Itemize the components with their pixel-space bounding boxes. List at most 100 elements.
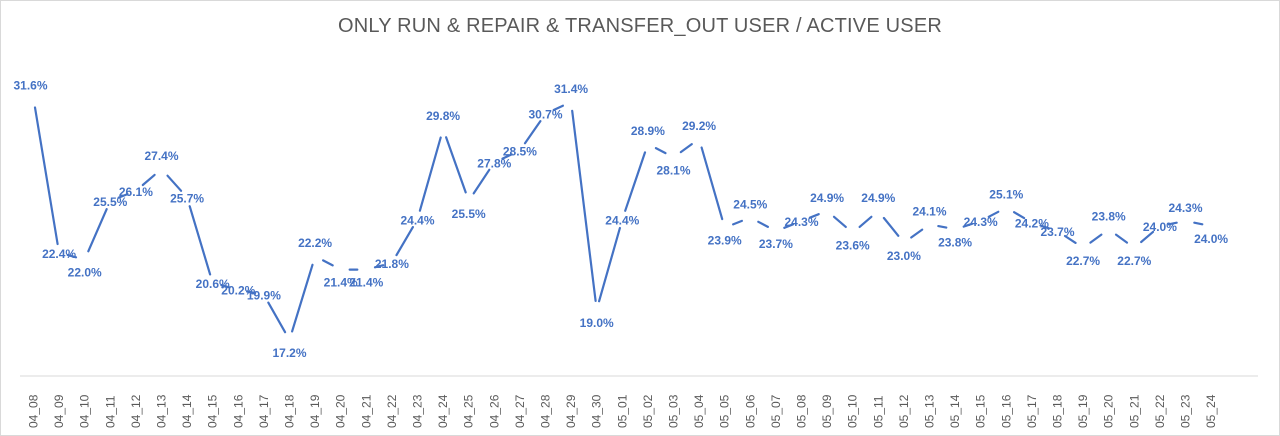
data-label: 28.5% bbox=[503, 145, 537, 159]
series-line-segment bbox=[1167, 221, 1178, 226]
data-label: 22.2% bbox=[298, 236, 332, 250]
data-label: 17.2% bbox=[272, 346, 306, 360]
data-label: 25.7% bbox=[170, 192, 204, 206]
data-label: 24.3% bbox=[964, 215, 998, 229]
series-line-segment bbox=[1063, 234, 1077, 244]
data-label: 31.4% bbox=[554, 82, 588, 96]
data-label: 24.3% bbox=[1168, 201, 1202, 215]
series-line-segment bbox=[757, 220, 770, 228]
data-label: 25.1% bbox=[989, 188, 1023, 202]
x-tick-label: 05_05 bbox=[718, 394, 732, 428]
x-tick-label: 05_11 bbox=[871, 395, 885, 428]
data-label: 23.9% bbox=[708, 234, 742, 248]
x-tick-label: 05_07 bbox=[769, 394, 783, 428]
x-tick-label: 05_18 bbox=[1051, 394, 1065, 428]
data-label: 26.1% bbox=[119, 185, 153, 199]
x-tick-label: 05_10 bbox=[846, 394, 860, 428]
x-tick-label: 05_08 bbox=[795, 394, 809, 428]
x-tick-label: 05_15 bbox=[974, 394, 988, 428]
data-label: 24.3% bbox=[784, 215, 818, 229]
x-tick-label: 04_17 bbox=[257, 394, 271, 428]
x-tick-label: 04_30 bbox=[590, 394, 604, 428]
x-tick-label: 04_22 bbox=[385, 394, 399, 428]
x-tick-label: 04_21 bbox=[359, 394, 373, 428]
chart-title: ONLY RUN & REPAIR & TRANSFER_OUT USER / … bbox=[337, 15, 943, 37]
x-tick-label: 04_27 bbox=[513, 394, 527, 428]
series-line-segment bbox=[322, 259, 334, 267]
series-line-segment bbox=[731, 219, 744, 226]
series-line-segment bbox=[1193, 221, 1204, 226]
data-label: 24.4% bbox=[605, 213, 639, 227]
series-line-segment bbox=[882, 216, 900, 237]
x-tick-label: 05_12 bbox=[897, 394, 911, 428]
series-line-segment bbox=[552, 104, 565, 112]
x-tick-label: 05_16 bbox=[999, 394, 1013, 428]
series-line-segment bbox=[1114, 233, 1129, 244]
x-tick-label: 04_12 bbox=[129, 394, 143, 428]
x-tick-label: 04_13 bbox=[155, 394, 169, 428]
x-tick-label: 05_22 bbox=[1153, 394, 1167, 428]
data-label: 25.5% bbox=[452, 207, 486, 221]
data-label: 24.4% bbox=[400, 213, 434, 227]
x-tick-label: 04_29 bbox=[564, 394, 578, 428]
data-label: 22.4% bbox=[42, 247, 76, 261]
data-label: 23.7% bbox=[1040, 225, 1074, 239]
series-line-segment bbox=[117, 193, 129, 199]
data-label: 23.0% bbox=[887, 249, 921, 263]
series-line-segment bbox=[472, 168, 491, 195]
data-label: 20.2% bbox=[221, 284, 255, 298]
series-line-segment bbox=[267, 301, 287, 334]
data-label: 19.9% bbox=[247, 289, 281, 303]
series-line-segment bbox=[624, 151, 647, 212]
x-tick-label: 04_11 bbox=[103, 395, 117, 428]
data-label: 29.8% bbox=[426, 109, 460, 123]
series-line-segment bbox=[373, 264, 385, 269]
series-line-segment bbox=[418, 136, 442, 212]
data-label: 24.0% bbox=[1194, 232, 1228, 246]
x-tick-label: 05_21 bbox=[1127, 394, 1141, 428]
series-line-segment bbox=[87, 208, 108, 253]
data-label: 22.7% bbox=[1066, 254, 1100, 268]
data-label: 21.4% bbox=[324, 276, 358, 290]
data-label: 27.8% bbox=[477, 156, 511, 170]
x-tick-label: 05_09 bbox=[820, 394, 834, 428]
data-label: 28.9% bbox=[631, 124, 665, 138]
data-label: 23.7% bbox=[759, 237, 793, 251]
data-label: 19.0% bbox=[580, 316, 614, 330]
series-line-segment bbox=[220, 284, 231, 289]
x-tick-label: 04_28 bbox=[539, 394, 553, 428]
x-tick-label: 04_16 bbox=[231, 394, 245, 428]
x-tick-label: 05_06 bbox=[743, 394, 757, 428]
data-label: 20.6% bbox=[196, 277, 230, 291]
series-line-segment bbox=[33, 106, 59, 246]
series-line-segment bbox=[962, 222, 974, 228]
x-tick-label: 04_18 bbox=[283, 394, 297, 428]
data-label: 24.9% bbox=[861, 191, 895, 205]
x-tick-label: 05_20 bbox=[1102, 394, 1116, 428]
x-tick-label: 05_23 bbox=[1179, 394, 1193, 428]
x-tick-label: 04_10 bbox=[78, 394, 92, 428]
x-tick-label: 05_02 bbox=[641, 394, 655, 428]
series-line-segment bbox=[937, 225, 948, 229]
x-tick-label: 04_26 bbox=[487, 394, 501, 428]
series-line-segment bbox=[501, 153, 513, 160]
data-label: 25.5% bbox=[93, 195, 127, 209]
x-tick-label: 04_23 bbox=[411, 394, 425, 428]
series-line-segment bbox=[597, 226, 622, 303]
series-line-segment bbox=[1012, 211, 1026, 220]
data-label: 28.1% bbox=[656, 163, 690, 177]
data-label: 22.7% bbox=[1117, 254, 1151, 268]
series-line-segment bbox=[523, 119, 542, 145]
x-tick-label: 05_13 bbox=[923, 394, 937, 428]
x-tick-label: 04_14 bbox=[180, 394, 194, 428]
data-label: 21.8% bbox=[375, 257, 409, 271]
data-label: 22.0% bbox=[68, 266, 102, 280]
series-line-segment bbox=[858, 215, 873, 228]
series-line-segment bbox=[910, 228, 924, 239]
x-tick-label: 05_14 bbox=[948, 394, 962, 428]
series-line-segment bbox=[1140, 230, 1155, 244]
series-line-segment bbox=[679, 143, 693, 154]
series-line-segment bbox=[987, 210, 1000, 218]
series-line-segment bbox=[166, 174, 183, 192]
series-line-segment bbox=[66, 254, 78, 259]
